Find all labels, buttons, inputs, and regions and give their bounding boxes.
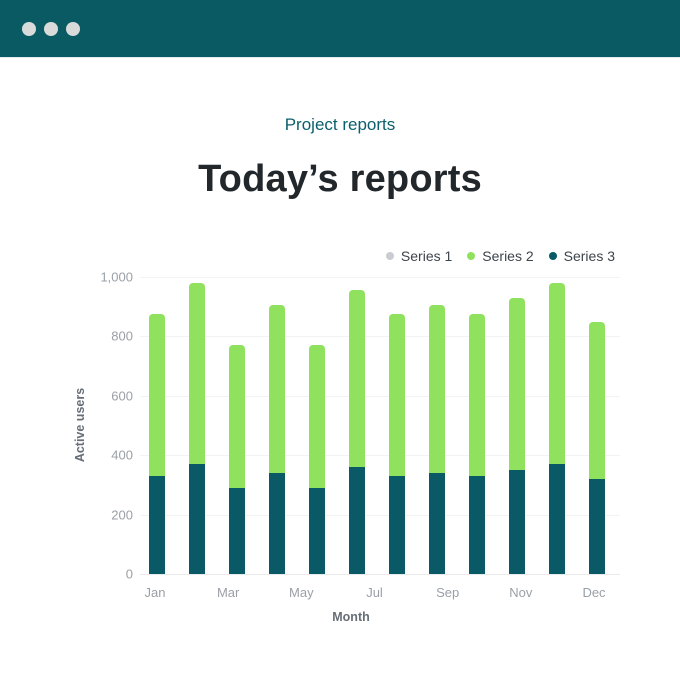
- legend-item-label: Series 3: [563, 248, 615, 264]
- bar-segment-series3[interactable]: [469, 476, 485, 574]
- bar-segment-series3[interactable]: [389, 476, 405, 574]
- bar-segment-series3[interactable]: [349, 467, 365, 574]
- bar-segment-series2[interactable]: [549, 282, 565, 465]
- bar-segment-series3[interactable]: [229, 487, 245, 574]
- bar-apr[interactable]: [269, 305, 285, 574]
- gridline: [140, 395, 620, 397]
- legend-item-3[interactable]: Series 3: [548, 248, 615, 264]
- legend-dot-icon: [467, 252, 476, 260]
- bar-segment-series3[interactable]: [509, 470, 525, 574]
- x-tick-label-sep: Sep: [436, 585, 460, 600]
- legend-item-1[interactable]: Series 1: [385, 248, 453, 264]
- bar-segment-series2[interactable]: [589, 321, 605, 479]
- legend-item-2[interactable]: Series 2: [467, 248, 534, 264]
- bar-feb[interactable]: [189, 282, 205, 574]
- page-title: Today’s reports: [198, 158, 482, 200]
- bar-segment-series2[interactable]: [509, 297, 525, 471]
- window-control-dots: [22, 21, 80, 36]
- bar-dec[interactable]: [589, 321, 605, 574]
- y-tick-label: 800: [111, 328, 133, 344]
- x-axis-title: Month: [332, 610, 370, 624]
- gridline: [140, 514, 620, 516]
- bar-segment-series2[interactable]: [149, 314, 165, 476]
- bar-may[interactable]: [309, 345, 325, 574]
- bar-oct[interactable]: [509, 297, 525, 574]
- bar-segment-series2[interactable]: [189, 282, 205, 465]
- x-tick-label-dec: Dec: [582, 585, 606, 600]
- bar-segment-series2[interactable]: [349, 290, 365, 468]
- eyebrow-label: Project reports: [284, 115, 396, 134]
- y-tick-label: 600: [111, 388, 133, 404]
- bar-mar[interactable]: [229, 345, 245, 574]
- window-dot-icon[interactable]: [22, 21, 36, 36]
- y-tick-label: 200: [111, 507, 133, 523]
- x-tick-label-jan: Jan: [144, 585, 166, 600]
- bar-jan[interactable]: [149, 314, 165, 574]
- bar-segment-series3[interactable]: [309, 487, 325, 574]
- window-dot-icon[interactable]: [44, 21, 58, 36]
- window-dot-icon[interactable]: [66, 21, 80, 36]
- gridline: [140, 455, 620, 457]
- bar-segment-series2[interactable]: [309, 345, 325, 488]
- bar-aug[interactable]: [429, 305, 445, 574]
- legend-item-label: Series 2: [482, 248, 534, 264]
- bar-segment-series3[interactable]: [269, 473, 285, 574]
- bar-sep[interactable]: [469, 314, 485, 574]
- bar-nov[interactable]: [549, 282, 565, 574]
- chart-legend: Series 1 Series 2 Series 3: [385, 248, 615, 264]
- bar-segment-series3[interactable]: [189, 464, 205, 574]
- y-tick-label: 1,000: [100, 269, 133, 285]
- x-axis-baseline: [140, 574, 620, 575]
- bar-segment-series3[interactable]: [589, 478, 605, 574]
- y-tick-label: 400: [111, 447, 133, 463]
- reports-chart: Series 1 Series 2 Series 3 Active users 1,…: [0, 240, 680, 640]
- x-axis-tick-labels: Jan Mar May Jul Sep Nov Dec: [140, 585, 620, 601]
- bar-segment-series2[interactable]: [389, 314, 405, 476]
- gridline: [140, 336, 620, 338]
- bar-jul[interactable]: [389, 314, 405, 574]
- gridline: [140, 277, 620, 278]
- bar-segment-series3[interactable]: [549, 464, 565, 574]
- y-axis-tick-labels: 1,000 800 600 400 200 0: [75, 270, 133, 582]
- bar-segment-series2[interactable]: [429, 305, 445, 474]
- x-tick-label-mar: Mar: [216, 585, 240, 600]
- bar-segment-series2[interactable]: [229, 345, 245, 488]
- bar-segment-series2[interactable]: [469, 314, 485, 476]
- x-tick-label-nov: Nov: [509, 585, 533, 600]
- plot-area: [140, 277, 620, 575]
- legend-item-label: Series 1: [400, 248, 453, 264]
- legend-dot-icon: [548, 252, 557, 260]
- bar-segment-series2[interactable]: [269, 305, 285, 474]
- bar-jun[interactable]: [349, 290, 365, 574]
- page-content: Project reports Today’s reports Series 1…: [0, 58, 680, 640]
- legend-dot-icon: [385, 252, 394, 260]
- window-header: [0, 0, 680, 58]
- x-tick-label-may: May: [289, 585, 314, 600]
- x-tick-label-jul: Jul: [366, 585, 383, 600]
- bar-segment-series3[interactable]: [429, 473, 445, 574]
- bar-segment-series3[interactable]: [149, 476, 165, 574]
- y-tick-label: 0: [125, 566, 133, 582]
